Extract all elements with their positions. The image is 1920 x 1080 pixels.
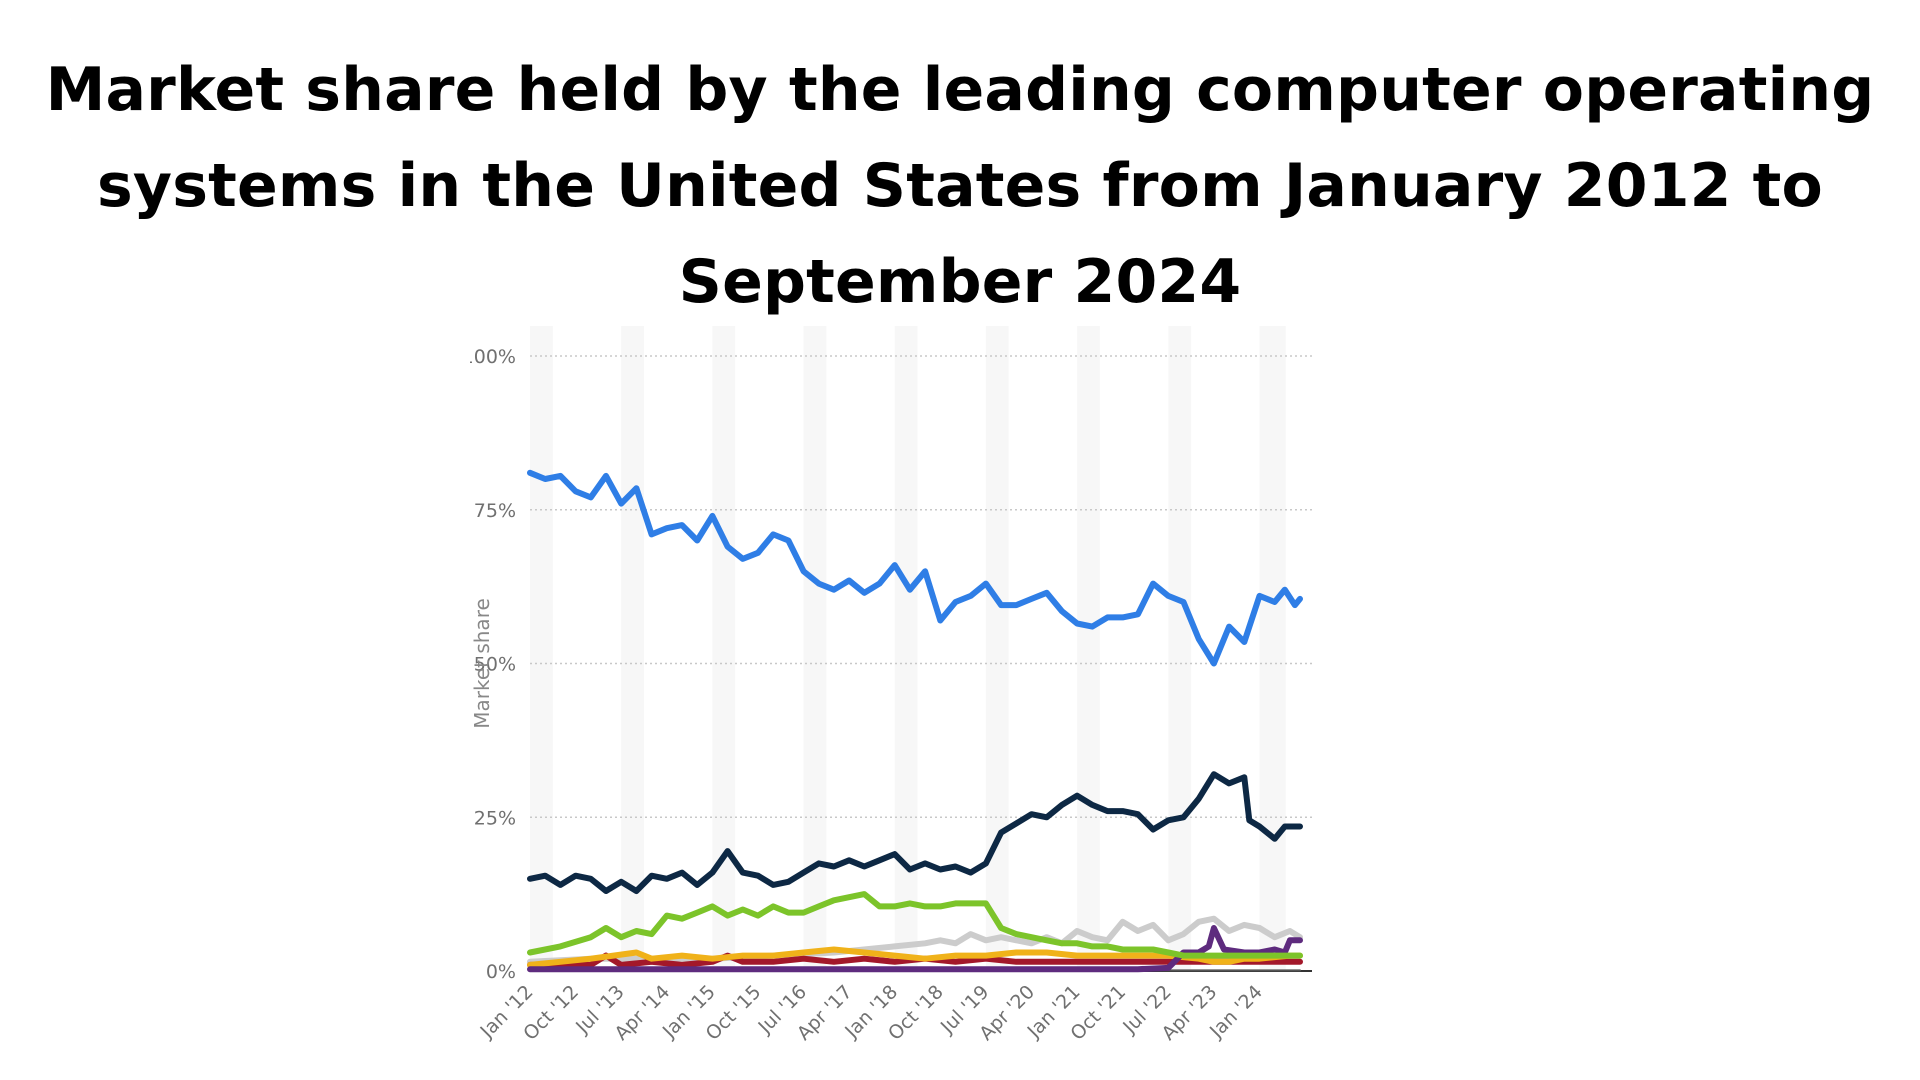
series-line	[527, 952, 1303, 968]
chart-title: Market share held by the leading compute…	[45, 55, 1875, 317]
y-tick-label: 50%	[474, 654, 516, 676]
series-line	[527, 946, 1303, 968]
background-band	[1259, 326, 1286, 971]
background-band	[530, 326, 553, 971]
series-line	[527, 771, 1303, 894]
series-lines	[527, 469, 1303, 973]
background-band	[1077, 326, 1100, 971]
background-band	[621, 326, 644, 971]
background-band	[985, 326, 1009, 971]
background-band	[894, 326, 918, 971]
y-axis-title: Market share	[470, 598, 494, 729]
series-line	[527, 469, 1303, 667]
series-line	[527, 925, 1303, 973]
y-axis-ticks: 0% 25% 50% 75% 100%	[470, 346, 516, 983]
y-tick-label: 0%	[486, 961, 516, 983]
y-tick-label: 25%	[474, 807, 516, 829]
background-bands	[530, 326, 1286, 971]
series-line	[527, 891, 1303, 959]
background-band	[803, 326, 827, 971]
y-tick-label: 75%	[474, 500, 516, 522]
background-band	[1168, 326, 1192, 971]
y-tick-label: 100%	[470, 346, 516, 368]
background-band	[712, 326, 736, 971]
